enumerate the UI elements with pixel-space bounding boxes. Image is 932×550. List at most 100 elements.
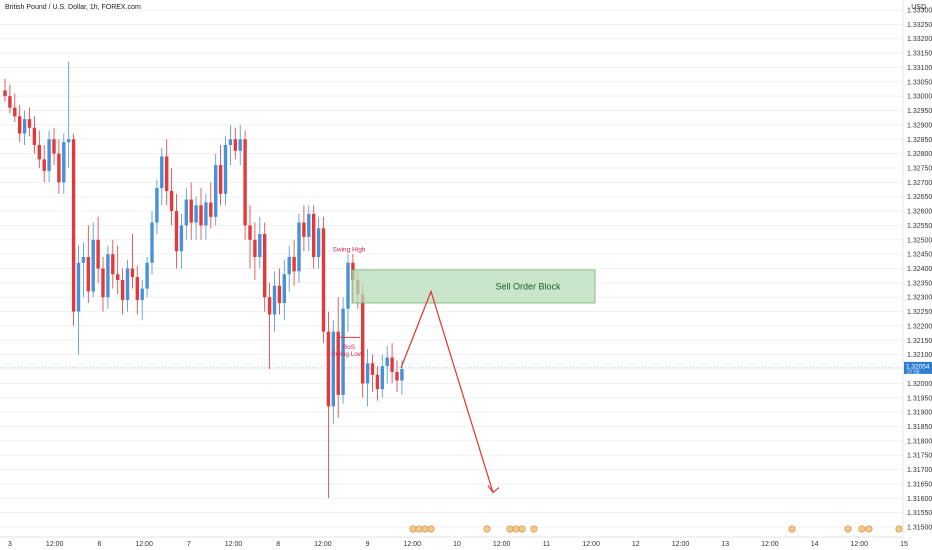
- candle-body: [380, 366, 384, 390]
- price-tick-label: 1.32300: [907, 295, 932, 302]
- candle-body: [71, 139, 76, 312]
- event-marker-icon: [895, 525, 903, 533]
- price-tick-label: 1.33150: [907, 51, 932, 58]
- price-tick-label: 1.31700: [907, 467, 932, 474]
- currency-label: USD: [911, 4, 926, 11]
- price-tick-label: 1.32100: [907, 352, 932, 359]
- price-tick-label: 1.31500: [907, 525, 932, 532]
- candle-body: [165, 156, 169, 191]
- price-tick-label: 1.32400: [907, 266, 932, 273]
- candle-body: [189, 199, 193, 223]
- time-axis[interactable]: 3 12:00 6 12:00 7 12:00 8 12:00 9 12:00 10 12:00 11 1…: [8, 541, 908, 548]
- candle-body: [204, 202, 208, 226]
- price-tick-label: 1.33300: [907, 8, 932, 15]
- candle-body: [277, 285, 282, 303]
- event-marker-icon: [518, 525, 526, 533]
- time-tick-label: 3: [8, 541, 12, 548]
- time-tick-label: 14: [811, 541, 819, 548]
- candle-body: [370, 363, 375, 375]
- candlestick-series: [3, 61, 404, 499]
- time-tick-label: 9: [366, 541, 370, 548]
- price-tick-label: 1.31550: [907, 510, 932, 517]
- candle-body: [361, 294, 365, 384]
- candle-body: [22, 119, 27, 134]
- time-tick-label: 12:00: [46, 541, 64, 548]
- candle-body: [169, 190, 174, 212]
- time-tick-label: 12:00: [761, 541, 779, 548]
- candle-body: [42, 159, 46, 171]
- candle-body: [150, 222, 154, 263]
- candle-body: [91, 239, 95, 292]
- candle-body: [174, 211, 179, 252]
- candle-body: [81, 257, 86, 263]
- candle-body: [3, 90, 7, 97]
- time-tick-label: 12:00: [314, 541, 332, 548]
- candle-body: [385, 357, 389, 367]
- candle-body: [96, 239, 100, 269]
- price-tick-label: 1.31800: [907, 438, 932, 445]
- price-tick-label: 1.33000: [907, 94, 932, 101]
- price-tick-label: 1.32250: [907, 309, 932, 316]
- price-tick-label: 1.33050: [907, 79, 932, 86]
- time-tick-label: 13: [721, 541, 729, 548]
- candle-body: [145, 262, 149, 289]
- price-tick-label: 1.31650: [907, 481, 932, 488]
- candle-body: [106, 254, 110, 298]
- price-tick-label: 1.32500: [907, 237, 932, 244]
- event-marker-icon: [858, 525, 866, 533]
- event-marker-icon: [483, 525, 491, 533]
- current-price-countdown: 37:58: [907, 369, 920, 375]
- candle-body: [390, 357, 394, 372]
- candle-body: [218, 165, 223, 194]
- time-tick-label: 12:00: [672, 541, 690, 548]
- candle-body: [258, 234, 262, 258]
- current-price-tag: [904, 361, 932, 374]
- candle-body: [76, 262, 81, 312]
- price-tick-label: 1.32700: [907, 180, 932, 187]
- candle-body: [233, 139, 237, 151]
- price-tick-label: 1.32800: [907, 151, 932, 158]
- candle-body: [287, 257, 291, 275]
- candle-body: [302, 222, 306, 237]
- event-marker-icon: [506, 525, 514, 533]
- current-price-label: 1.32054: [906, 363, 930, 370]
- candle-body: [228, 139, 233, 145]
- time-tick-label: 12:00: [851, 541, 869, 548]
- price-tick-label: 1.32550: [907, 223, 932, 230]
- time-tick-label: 12:00: [582, 541, 600, 548]
- candle-body: [238, 139, 242, 151]
- price-tick-label: 1.32950: [907, 108, 932, 115]
- economic-events[interactable]: [409, 525, 903, 533]
- candle-body: [116, 274, 120, 280]
- candle-body: [267, 297, 272, 315]
- candle-body: [316, 228, 321, 258]
- event-marker-icon: [530, 525, 538, 533]
- candle-body: [120, 279, 125, 301]
- candle-body: [365, 363, 370, 384]
- event-marker-icon: [415, 525, 423, 533]
- price-tick-label: 1.33100: [907, 65, 932, 72]
- candle-body: [52, 139, 56, 154]
- candle-body: [32, 127, 37, 145]
- time-tick-label: 12:00: [225, 541, 243, 548]
- price-tick-label: 1.32750: [907, 165, 932, 172]
- time-tick-label: 8: [276, 541, 280, 548]
- candle-body: [292, 257, 296, 272]
- sell-order-block-zone[interactable]: [351, 269, 596, 304]
- candle-body: [243, 139, 247, 226]
- candle-body: [184, 199, 188, 226]
- price-tick-label: 1.32450: [907, 252, 932, 259]
- candle-body: [194, 205, 198, 223]
- candle-body: [331, 331, 335, 407]
- price-axis[interactable]: 1.33300 1.33250 1.33200 1.33150 1.33100 1.330…: [907, 8, 932, 532]
- candle-body: [307, 213, 311, 237]
- candle-body: [321, 228, 326, 332]
- candle-body: [67, 139, 71, 143]
- grid-lines: [0, 9, 903, 528]
- candle-body: [253, 239, 257, 258]
- time-tick-label: 10: [453, 541, 461, 548]
- price-tick-label: 1.32600: [907, 209, 932, 216]
- price-tick-label: 1.31900: [907, 410, 932, 417]
- candle-body: [111, 254, 115, 275]
